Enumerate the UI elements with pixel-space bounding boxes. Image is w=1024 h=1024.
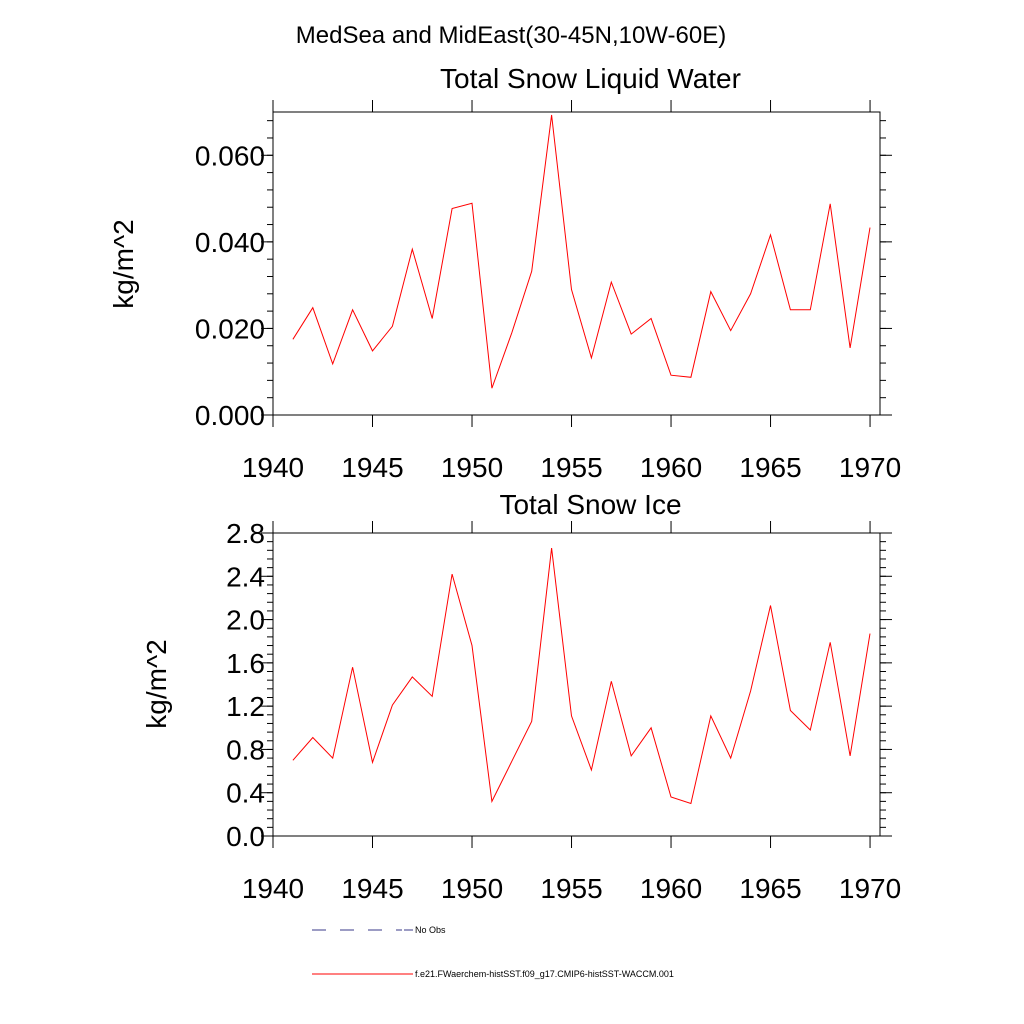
x-tick-label: 1965	[739, 873, 801, 904]
figure-main-title: MedSea and MidEast(30-45N,10W-60E)	[296, 22, 726, 49]
y-axis-label: kg/m^2	[108, 219, 139, 308]
legend-model-label: f.e21.FWaerchem-histSST.f09_g17.CMIP6-hi…	[415, 969, 674, 979]
x-tick-label: 1950	[441, 452, 503, 483]
chart-title: Total Snow Ice	[499, 489, 681, 520]
x-tick-label: 1960	[640, 452, 702, 483]
y-tick-label: 0.020	[195, 313, 265, 344]
y-tick-label: 1.6	[226, 648, 265, 679]
x-tick-label: 1945	[341, 873, 403, 904]
y-tick-label: 2.4	[226, 561, 265, 592]
series-line	[292, 548, 871, 805]
y-tick-label: 0.040	[195, 227, 265, 258]
y-tick-label: 0.000	[195, 400, 265, 431]
y-tick-label: 0.8	[226, 734, 265, 765]
y-tick-label: 2.0	[226, 605, 265, 636]
panel-snow-liquid-water: Total Snow Liquid Water kg/m^2 1940 1945 195…	[108, 63, 901, 483]
plot-frame	[272, 532, 881, 837]
x-tick-label: 1960	[640, 873, 702, 904]
x-tick-label: 1940	[242, 452, 304, 483]
panel-snow-ice: Total Snow Ice kg/m^2 1940 1945 1950 1955 1960…	[141, 489, 901, 904]
legend: No Obs f.e21.FWaerchem-histSST.f09_g17.C…	[312, 925, 674, 979]
y-tick-label: 1.2	[226, 691, 265, 722]
legend-entry-obs: No Obs	[312, 925, 446, 935]
x-tick-label: 1970	[839, 873, 901, 904]
x-tick-label: 1940	[242, 873, 304, 904]
chart-title: Total Snow Liquid Water	[440, 63, 741, 94]
x-tick-label: 1945	[341, 452, 403, 483]
x-tick-label: 1970	[839, 452, 901, 483]
legend-obs-label: No Obs	[415, 925, 446, 935]
y-tick-label: 0.060	[195, 140, 265, 171]
y-tick-label: 0.0	[226, 821, 265, 852]
y-tick-label: 0.4	[226, 778, 265, 809]
x-tick-label: 1965	[739, 452, 801, 483]
x-tick-label: 1955	[540, 873, 602, 904]
plot-frame	[272, 111, 881, 416]
x-tick-label: 1950	[441, 873, 503, 904]
series-line	[292, 114, 871, 389]
y-axis-label: kg/m^2	[141, 639, 172, 728]
y-tick-label: 2.8	[226, 518, 265, 549]
legend-entry-model: f.e21.FWaerchem-histSST.f09_g17.CMIP6-hi…	[312, 969, 674, 979]
x-tick-label: 1955	[540, 452, 602, 483]
